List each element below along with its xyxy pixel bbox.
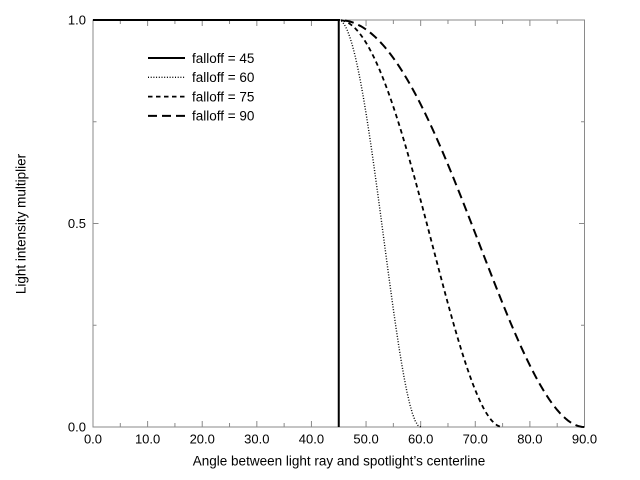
legend-label-75: falloff = 75 xyxy=(192,89,254,104)
legend-label-90: falloff = 90 xyxy=(192,109,254,124)
x-tick-label: 20.0 xyxy=(190,432,215,447)
y-axis-title: Light intensity multiplier xyxy=(13,153,29,295)
x-tick-label: 50.0 xyxy=(353,432,378,447)
series-75-curve xyxy=(93,19,503,428)
x-tick-label: 0.0 xyxy=(84,432,102,447)
x-tick-label: 30.0 xyxy=(244,432,269,447)
x-tick-label: 60.0 xyxy=(408,432,433,447)
legend-label-45: falloff = 45 xyxy=(192,51,254,66)
x-tick-label: 90.0 xyxy=(572,432,597,447)
y-tick-label: 0.5 xyxy=(68,216,86,231)
tick-labels: 0.0 10.0 20.0 30.0 40.0 50.0 60.0 70.0 80.0 90.0 0… xyxy=(68,13,597,447)
x-tick-label: 80.0 xyxy=(517,432,542,447)
series-60-curve xyxy=(93,19,422,428)
y-tick-label: 1.0 xyxy=(68,13,86,28)
legend: falloff = 45 falloff = 60 falloff = 75 fall… xyxy=(148,51,254,124)
x-tick-label: 40.0 xyxy=(299,432,324,447)
x-tick-label: 10.0 xyxy=(135,432,160,447)
y-tick-label: 0.0 xyxy=(68,420,86,435)
x-tick-label: 70.0 xyxy=(463,432,488,447)
x-axis-title: Angle between light ray and spotlight’s … xyxy=(192,453,486,469)
legend-label-60: falloff = 60 xyxy=(192,70,254,85)
series-90-curve xyxy=(93,19,585,428)
